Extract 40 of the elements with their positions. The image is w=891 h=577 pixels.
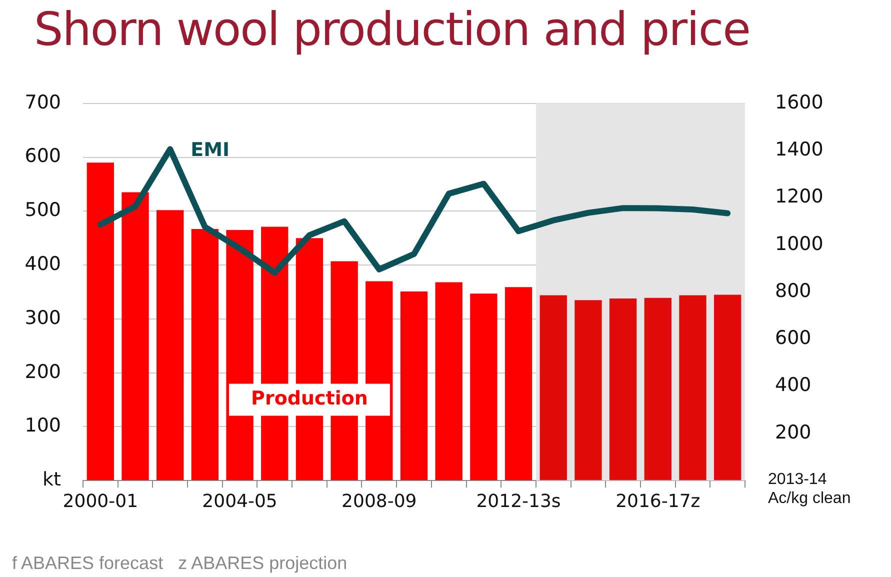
y-tick-label: 400: [24, 252, 61, 275]
x-tick-label: 2004-05: [202, 491, 278, 512]
chart-title: Shorn wool production and price: [34, 2, 750, 56]
text: f ABARES forecast z ABARES projection: [12, 553, 348, 574]
y-tick-label: kt: [42, 468, 61, 491]
y-tick-label: 100: [24, 414, 61, 437]
bar: [470, 294, 498, 480]
bar: [86, 162, 114, 480]
y-tick-label: 200: [24, 360, 61, 383]
bar: [400, 291, 428, 480]
y2-tick-label: 200: [775, 421, 812, 444]
x-tick-label: 2000-01: [62, 491, 138, 512]
x-tick-label: 2012-13s: [476, 491, 561, 512]
bar: [504, 287, 532, 480]
bar: [191, 228, 219, 480]
bar: [609, 298, 637, 480]
bar: [122, 192, 149, 480]
y2-tick-label: 1000: [775, 232, 824, 255]
y-tick-label: 700: [24, 91, 61, 114]
y2-axis-title: 2013-14 Ac/kg clean: [768, 470, 852, 508]
y-tick-label: 500: [24, 199, 61, 222]
bar: [156, 210, 184, 480]
y2-tick-label: 800: [775, 280, 812, 302]
y2-tick-label: 600: [775, 327, 812, 350]
x-tick-label: 2008-09: [342, 491, 417, 512]
y2-tick-label: 400: [775, 374, 812, 396]
bar: [679, 295, 706, 480]
y2-tick-label: 1400: [775, 138, 824, 160]
bar: [714, 294, 742, 480]
series-label: EMI: [190, 139, 230, 162]
bar: [644, 298, 672, 480]
y-tick-label: 600: [24, 145, 61, 168]
bar: [435, 282, 462, 480]
y2-tick-label: 1600: [775, 91, 824, 114]
y2-tick-label: 1200: [775, 186, 824, 208]
bar: [574, 300, 602, 480]
bar: [540, 295, 567, 480]
y-tick-label: 300: [24, 306, 61, 329]
x-tick-label: 2016-17z: [616, 491, 700, 512]
series-label: Production: [251, 388, 368, 410]
